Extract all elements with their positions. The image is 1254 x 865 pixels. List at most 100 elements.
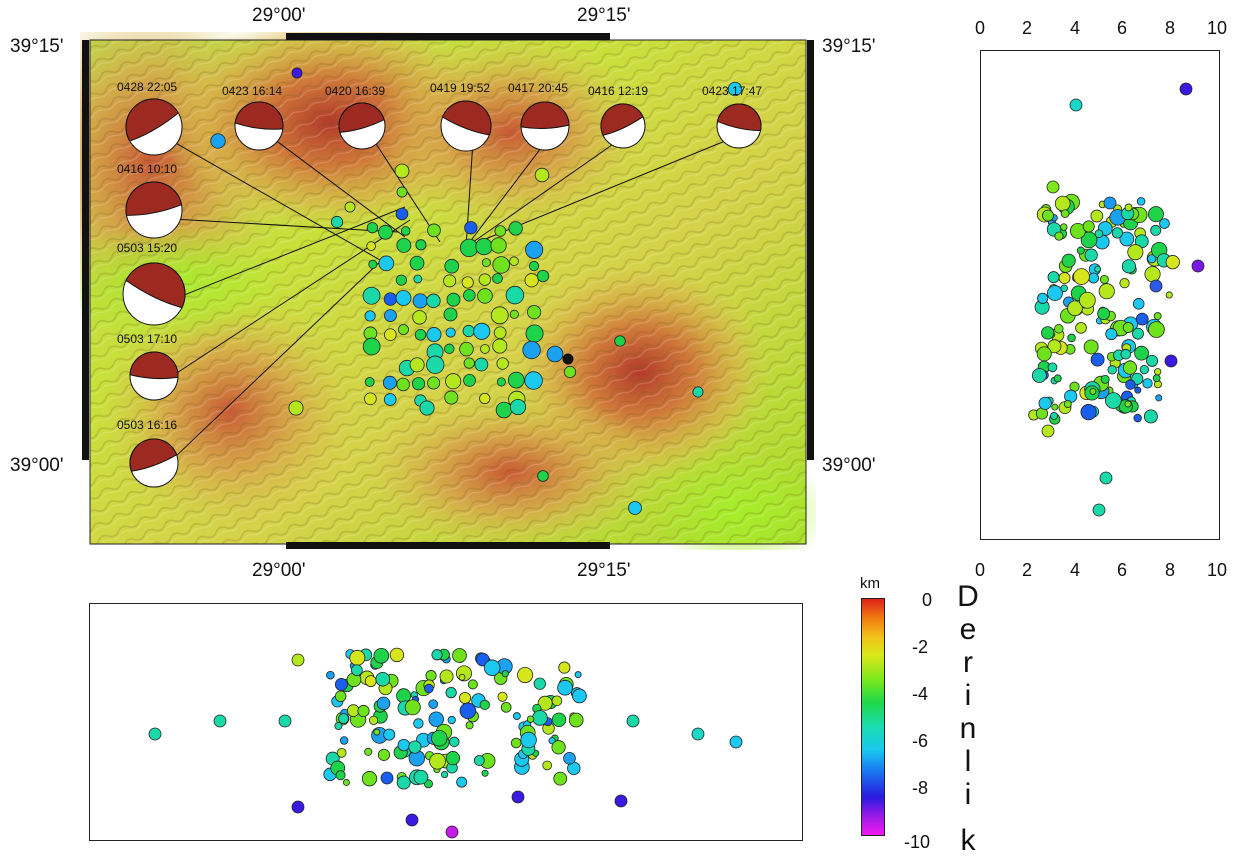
side-hypocenter-marker xyxy=(1058,272,1071,285)
epicenter-marker xyxy=(330,215,344,229)
epicenter-marker xyxy=(463,357,475,369)
focal-mechanism-beachball xyxy=(122,262,186,326)
side-hypocenter-marker xyxy=(1135,312,1149,326)
epicenter-marker xyxy=(378,255,395,272)
side-tick-bottom: 4 xyxy=(1070,560,1081,580)
epicenter-marker xyxy=(426,355,445,374)
epicenter-marker xyxy=(614,335,626,347)
side-tick-top: 4 xyxy=(1070,18,1081,38)
side-hypocenter-marker xyxy=(1041,424,1055,438)
side-hypocenter-marker xyxy=(1067,333,1076,343)
epicenter-marker xyxy=(692,386,704,398)
side-hypocenter-marker xyxy=(1100,374,1110,384)
focal-connector-line xyxy=(265,132,406,238)
epicenter-marker xyxy=(382,375,397,390)
epicenter-marker xyxy=(462,324,475,338)
bottom-hypocenter-marker xyxy=(334,678,348,691)
bottom-hypocenter-marker xyxy=(373,647,390,664)
bottom-hypocenter-marker xyxy=(447,715,456,725)
focal-mechanism-beachball xyxy=(129,438,179,488)
map-panel xyxy=(10,0,830,572)
epicenter-marker xyxy=(507,371,525,389)
side-hypocenter-marker xyxy=(1041,326,1055,340)
epicenter-marker xyxy=(534,167,550,183)
epicenter-marker xyxy=(494,225,507,237)
bottom-hypocenter-marker xyxy=(483,659,501,677)
bottom-hypocenter-marker xyxy=(342,779,350,786)
side-hypocenter-marker xyxy=(1136,197,1146,206)
lat-label-left-2: 39°00' xyxy=(10,455,64,476)
bottom-hypocenter-marker xyxy=(347,704,360,717)
side-hypocenter-marker xyxy=(1144,266,1161,283)
bottom-hypocenter-marker xyxy=(473,755,485,766)
colorbar-tick: -6 xyxy=(912,731,929,751)
side-tick-top: 2 xyxy=(1022,18,1033,38)
bottom-hypocenter-marker xyxy=(542,760,553,771)
epicenter-marker xyxy=(477,288,493,304)
focal-mechanism-beachball xyxy=(440,100,492,152)
bottom-hypocenter-marker xyxy=(334,721,343,731)
bottom-hypocenter-marker xyxy=(424,683,434,694)
epicenter-marker xyxy=(362,286,381,305)
side-hypocenter-marker xyxy=(1097,307,1111,321)
side-hypocenter-marker xyxy=(1047,362,1058,373)
epicenter-marker xyxy=(384,328,397,341)
bottom-hypocenter-marker xyxy=(404,699,421,716)
side-hypocenter-marker xyxy=(1125,379,1136,390)
side-hypocenter-marker xyxy=(1051,403,1059,411)
colorbar-title-letter: i xyxy=(964,679,972,712)
side-hypocenter-marker xyxy=(1124,203,1133,212)
lat-label-left-1: 39°15' xyxy=(10,36,64,57)
side-hypocenter-marker xyxy=(1037,292,1049,304)
epicenter-marker xyxy=(366,222,378,234)
bottom-hypocenter-marker xyxy=(467,679,478,690)
bottom-hypocenter-marker xyxy=(377,748,391,761)
side-hypocenter-marker xyxy=(1121,259,1136,274)
side-tick-top: 8 xyxy=(1165,18,1176,38)
epicenter-marker xyxy=(210,133,226,149)
side-hypocenter-marker xyxy=(1146,354,1159,367)
colorbar-unit: km xyxy=(860,575,880,592)
side-tick-bottom: 6 xyxy=(1117,560,1128,580)
side-hypocenter-marker xyxy=(1165,255,1180,270)
side-hypocenter-marker xyxy=(1054,231,1064,241)
bottom-hypocenter-marker xyxy=(431,729,448,747)
side-hypocenter-marker xyxy=(1080,404,1097,421)
side-hypocenter-marker xyxy=(1098,283,1115,300)
lon-label-top-1: 29°00' xyxy=(252,5,306,26)
bottom-hypocenter-marker xyxy=(614,794,628,808)
epicenter-marker xyxy=(445,373,462,390)
epicenter-marker xyxy=(395,290,412,306)
epicenter-marker xyxy=(395,207,409,221)
epicenter-marker xyxy=(492,256,510,274)
epicenter-marker xyxy=(527,305,542,320)
bottom-hypocenter-marker xyxy=(520,731,537,749)
bottom-hypocenter-marker xyxy=(445,751,461,766)
bottom-hypocenter-marker xyxy=(357,704,370,718)
bottom-hypocenter-marker xyxy=(517,667,534,684)
bottom-hypocenter-marker xyxy=(691,727,705,741)
bottom-hypocenter-marker xyxy=(375,671,391,687)
bottom-hypocenter-marker xyxy=(339,736,349,745)
bottom-hypocenter-marker xyxy=(557,679,573,696)
bottom-hypocenter-marker xyxy=(278,714,292,728)
side-section-svg xyxy=(1028,82,1205,517)
epicenter-marker xyxy=(480,344,490,354)
epicenter-marker xyxy=(528,260,540,272)
side-hypocenter-marker xyxy=(1105,392,1122,409)
side-tick-bottom: 0 xyxy=(975,560,986,580)
epicenter-marker xyxy=(546,345,564,363)
bottom-hypocenter-marker xyxy=(459,702,477,720)
side-tick-top: 10 xyxy=(1207,18,1228,38)
epicenter-marker xyxy=(562,353,574,365)
bottom-hypocenter-marker xyxy=(551,712,567,728)
focal-connector-line xyxy=(465,132,553,248)
bottom-hypocenter-marker xyxy=(364,747,373,756)
side-hypocenter-marker xyxy=(1119,231,1135,247)
side-hypocenter-marker xyxy=(1042,209,1054,222)
bottom-hypocenter-marker xyxy=(361,771,378,787)
colorbar-title-letter: D xyxy=(957,580,979,613)
side-tick-bottom: 8 xyxy=(1165,560,1176,580)
epicenter-marker xyxy=(444,258,460,274)
bottom-hypocenter-marker xyxy=(291,800,305,814)
